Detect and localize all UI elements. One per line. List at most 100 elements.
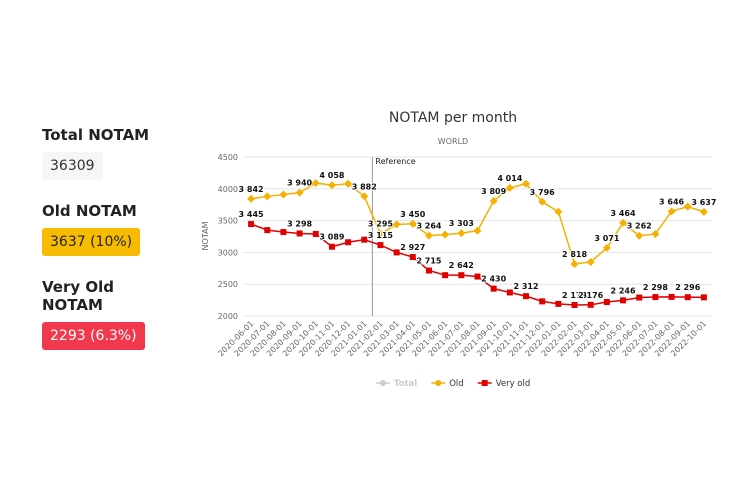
data-label: 3 450	[400, 210, 425, 219]
marker	[586, 257, 595, 266]
marker	[635, 231, 644, 240]
marker	[248, 221, 255, 228]
data-label: 3 303	[449, 219, 474, 228]
marker	[474, 273, 481, 280]
legend-label: Total	[394, 379, 417, 389]
stat-label: Total NOTAM	[42, 126, 150, 144]
marker	[651, 229, 660, 238]
marker	[295, 188, 304, 197]
marker	[539, 298, 546, 305]
data-label: 2 715	[416, 257, 441, 266]
marker	[345, 239, 352, 246]
marker	[442, 272, 449, 279]
marker	[361, 236, 368, 243]
marker	[458, 272, 465, 279]
data-label: 2 176	[578, 291, 603, 300]
marker	[602, 243, 611, 252]
marker	[408, 219, 417, 228]
data-label: 3 646	[659, 197, 684, 206]
data-label: 4 014	[497, 174, 522, 183]
y-axis-label: NOTAM	[201, 221, 210, 250]
legend-marker	[380, 380, 386, 386]
marker	[473, 226, 482, 235]
marker	[490, 285, 497, 292]
y-tick-label: 3000	[218, 248, 238, 257]
marker	[376, 229, 385, 238]
stat-value: 2293 (6.3%)	[42, 322, 145, 350]
sidebar: Total NOTAM 36309 Old NOTAM 3637 (10%) V…	[42, 126, 172, 372]
data-label: 3 842	[239, 185, 264, 194]
y-tick-label: 2000	[218, 312, 238, 321]
marker	[522, 179, 531, 188]
marker	[506, 289, 513, 296]
y-tick-label: 3500	[218, 217, 238, 226]
data-label: 2 173	[562, 291, 587, 300]
data-label: 3 115	[368, 231, 393, 240]
legend-item[interactable]: Very old	[477, 379, 531, 389]
marker	[425, 267, 432, 274]
marker	[554, 207, 563, 216]
legend-marker	[481, 380, 488, 386]
data-label: 3 264	[416, 222, 441, 231]
marker	[344, 179, 353, 188]
legend-label: Old	[449, 379, 463, 389]
data-label: 2 296	[675, 283, 700, 292]
data-label: 2 642	[449, 261, 474, 270]
data-label: 2 927	[400, 243, 425, 252]
marker	[538, 197, 547, 206]
data-label: 3 809	[481, 187, 506, 196]
data-label: 2 298	[643, 283, 668, 292]
legend-label: Very old	[496, 379, 531, 389]
marker	[555, 300, 562, 307]
data-label: 3 940	[287, 179, 312, 188]
data-label: 3 796	[530, 188, 555, 197]
marker	[409, 254, 416, 261]
data-label: 3 445	[239, 210, 264, 219]
marker	[571, 301, 578, 308]
marker	[652, 294, 659, 301]
marker	[263, 192, 272, 201]
stat-value: 3637 (10%)	[42, 228, 141, 256]
legend-item[interactable]: Total	[376, 379, 417, 389]
marker	[620, 297, 627, 304]
marker	[264, 227, 271, 234]
marker	[360, 192, 369, 201]
data-label: 2 818	[562, 250, 587, 259]
data-label: 3 262	[627, 222, 652, 231]
data-label: 2 430	[481, 275, 506, 284]
legend-item[interactable]: Old	[431, 379, 464, 389]
stat-label: Old NOTAM	[42, 202, 137, 220]
marker	[603, 299, 610, 306]
y-tick-label: 4500	[218, 153, 238, 162]
data-label: 3 298	[287, 219, 312, 228]
marker	[328, 243, 335, 250]
data-label: 4 058	[319, 171, 344, 180]
marker	[619, 218, 628, 227]
chart-subtitle: WORLD	[438, 137, 468, 146]
marker	[684, 294, 691, 301]
marker	[523, 293, 530, 300]
marker	[457, 229, 466, 238]
marker	[667, 207, 676, 216]
marker	[392, 220, 401, 229]
data-label: 3 295	[368, 220, 393, 229]
marker	[247, 194, 256, 203]
marker	[280, 229, 287, 236]
marker	[311, 179, 320, 188]
stat-value: 36309	[42, 152, 103, 180]
chart-title: NOTAM per month	[389, 110, 517, 126]
data-label: 3 464	[611, 209, 636, 218]
marker	[699, 207, 708, 216]
data-label: 2 246	[611, 286, 636, 295]
marker	[377, 242, 384, 249]
marker	[312, 230, 319, 237]
marker	[700, 294, 707, 301]
marker	[683, 202, 692, 211]
y-tick-label: 4000	[218, 185, 238, 194]
annotation: Reference	[375, 157, 415, 166]
marker	[570, 259, 579, 268]
data-label: 3 089	[319, 233, 344, 242]
legend-marker	[435, 380, 442, 386]
